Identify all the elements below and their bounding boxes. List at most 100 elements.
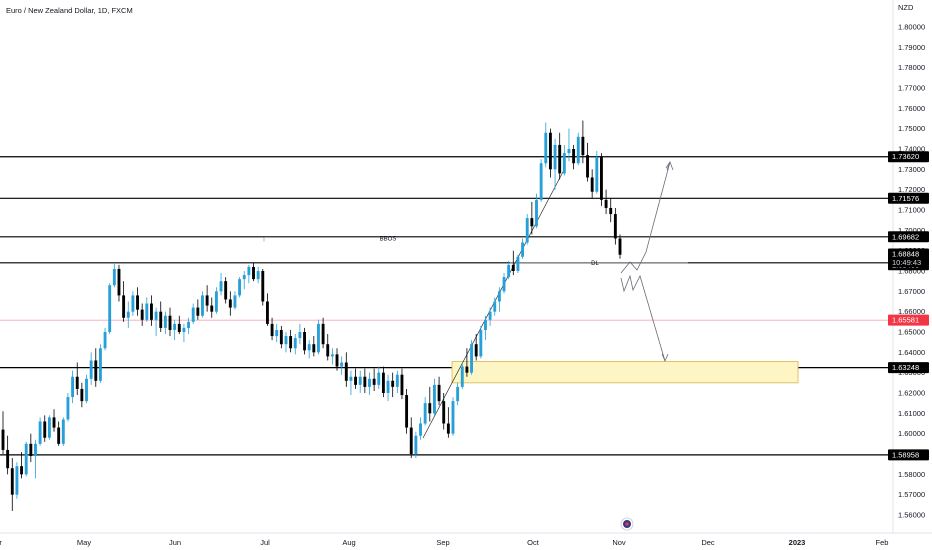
candle-body xyxy=(456,386,460,402)
x-tick-label: Jun xyxy=(169,538,181,547)
candle-body xyxy=(437,384,441,402)
event-icon[interactable] xyxy=(620,517,634,531)
candle-body xyxy=(205,295,209,306)
candle-body xyxy=(368,378,371,387)
x-tick-label: Dec xyxy=(701,538,715,547)
candle-body xyxy=(460,366,464,387)
y-tick-label: 1.74000 xyxy=(898,145,925,154)
candle-body xyxy=(279,329,283,345)
candle-body xyxy=(340,362,344,367)
arrow-head-up xyxy=(666,160,674,171)
candle-body xyxy=(112,268,116,286)
demand-zone-rect xyxy=(451,361,799,384)
candle-body xyxy=(535,199,538,227)
candle-body xyxy=(317,323,320,353)
candle-body xyxy=(298,332,302,339)
candle-body xyxy=(71,376,75,398)
level-price-label: 1.58958 xyxy=(892,450,919,459)
x-tick-label: May xyxy=(77,538,91,547)
candle-body xyxy=(275,329,279,337)
candle-body xyxy=(465,366,469,373)
candle-body xyxy=(442,401,446,424)
y-tick-label: 1.56000 xyxy=(898,511,925,520)
candle-body xyxy=(484,319,487,330)
candle-body xyxy=(145,303,149,320)
candle-body xyxy=(140,309,144,320)
candle-body xyxy=(201,295,204,316)
candle-body xyxy=(136,295,139,310)
price-axis[interactable]: 1.80000 1.79000 1.78000 1.77000 1.76000 1.750… xyxy=(898,23,925,520)
level-price-label-bg xyxy=(888,449,929,461)
candle-body xyxy=(377,372,381,385)
y-tick-label: 1.67000 xyxy=(898,287,925,296)
y-tick-label: 1.61000 xyxy=(898,409,925,418)
candle-body xyxy=(502,277,506,292)
level-price-label-bg xyxy=(888,151,929,163)
candle-body xyxy=(349,376,353,381)
x-tick-label: Jul xyxy=(260,538,270,547)
candle-body xyxy=(312,344,316,353)
candle-body xyxy=(497,291,501,302)
candle-body xyxy=(539,163,543,200)
candle-body xyxy=(326,344,330,357)
candle-body xyxy=(451,401,455,434)
candle-body xyxy=(395,374,399,387)
candle-body xyxy=(191,307,195,322)
candle-body xyxy=(214,291,218,312)
candle-body xyxy=(419,423,422,436)
y-tick-label: 1.57000 xyxy=(898,490,925,499)
candle-body xyxy=(321,323,325,345)
bos-label: BBOS xyxy=(380,236,397,242)
y-tick-label: 1.77000 xyxy=(898,84,925,93)
y-tick-label: 1.60000 xyxy=(898,429,925,438)
y-tick-label: 1.65000 xyxy=(898,328,925,337)
y-tick-label: 1.58000 xyxy=(898,470,925,479)
candle-body xyxy=(34,443,37,457)
candle-body xyxy=(177,323,181,332)
demand-zone[interactable] xyxy=(451,361,799,384)
trend-drawings[interactable] xyxy=(263,160,688,439)
candle-body xyxy=(85,378,88,402)
countdown-bg xyxy=(888,258,929,267)
candle-body xyxy=(613,214,617,239)
horizontal-levels[interactable] xyxy=(0,156,893,456)
candle-body xyxy=(43,421,47,438)
x-tick-label: Feb xyxy=(876,538,889,547)
candle-body xyxy=(126,311,130,318)
x-tick-label: 2023 xyxy=(789,538,806,547)
candle-body xyxy=(530,218,534,227)
candle-body xyxy=(372,378,376,385)
y-tick-label: 1.66000 xyxy=(898,307,925,316)
candle-body xyxy=(544,132,548,164)
time-axis[interactable]: Apr May Jun Jul Aug Sep Oct Nov Dec 2023 Feb xyxy=(0,538,888,547)
candle-body xyxy=(358,376,362,385)
x-tick-label: Oct xyxy=(527,538,540,547)
candle-body xyxy=(488,311,492,320)
candle-body xyxy=(558,144,562,174)
candle-body xyxy=(224,281,228,300)
candle-body xyxy=(521,242,525,257)
candle-body xyxy=(344,362,348,381)
y-tick-label: 1.75000 xyxy=(898,124,925,133)
candle-body xyxy=(15,466,19,495)
candle-body xyxy=(284,336,288,345)
candle-body xyxy=(219,281,223,292)
candle-body xyxy=(428,403,432,414)
event-icon-dot xyxy=(625,522,629,526)
level-price-label: 1.69682 xyxy=(892,232,919,241)
x-tick-label: Sep xyxy=(436,538,449,547)
candle-body xyxy=(256,271,260,280)
candle-body xyxy=(354,376,358,385)
candle-body xyxy=(261,271,265,302)
y-tick-label: 1.72000 xyxy=(898,185,925,194)
candle-body xyxy=(173,323,177,330)
candle-body xyxy=(1,429,5,450)
candle-body xyxy=(553,144,557,170)
candle-body xyxy=(405,395,409,428)
x-tick-label: Apr xyxy=(0,538,2,547)
candle-body xyxy=(600,157,603,200)
y-tick-label: 1.80000 xyxy=(898,23,925,32)
candle-body xyxy=(525,218,529,243)
